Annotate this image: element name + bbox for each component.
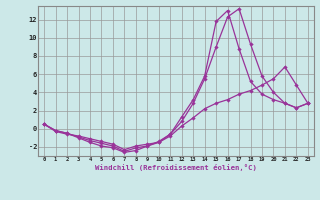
X-axis label: Windchill (Refroidissement éolien,°C): Windchill (Refroidissement éolien,°C) xyxy=(95,164,257,171)
